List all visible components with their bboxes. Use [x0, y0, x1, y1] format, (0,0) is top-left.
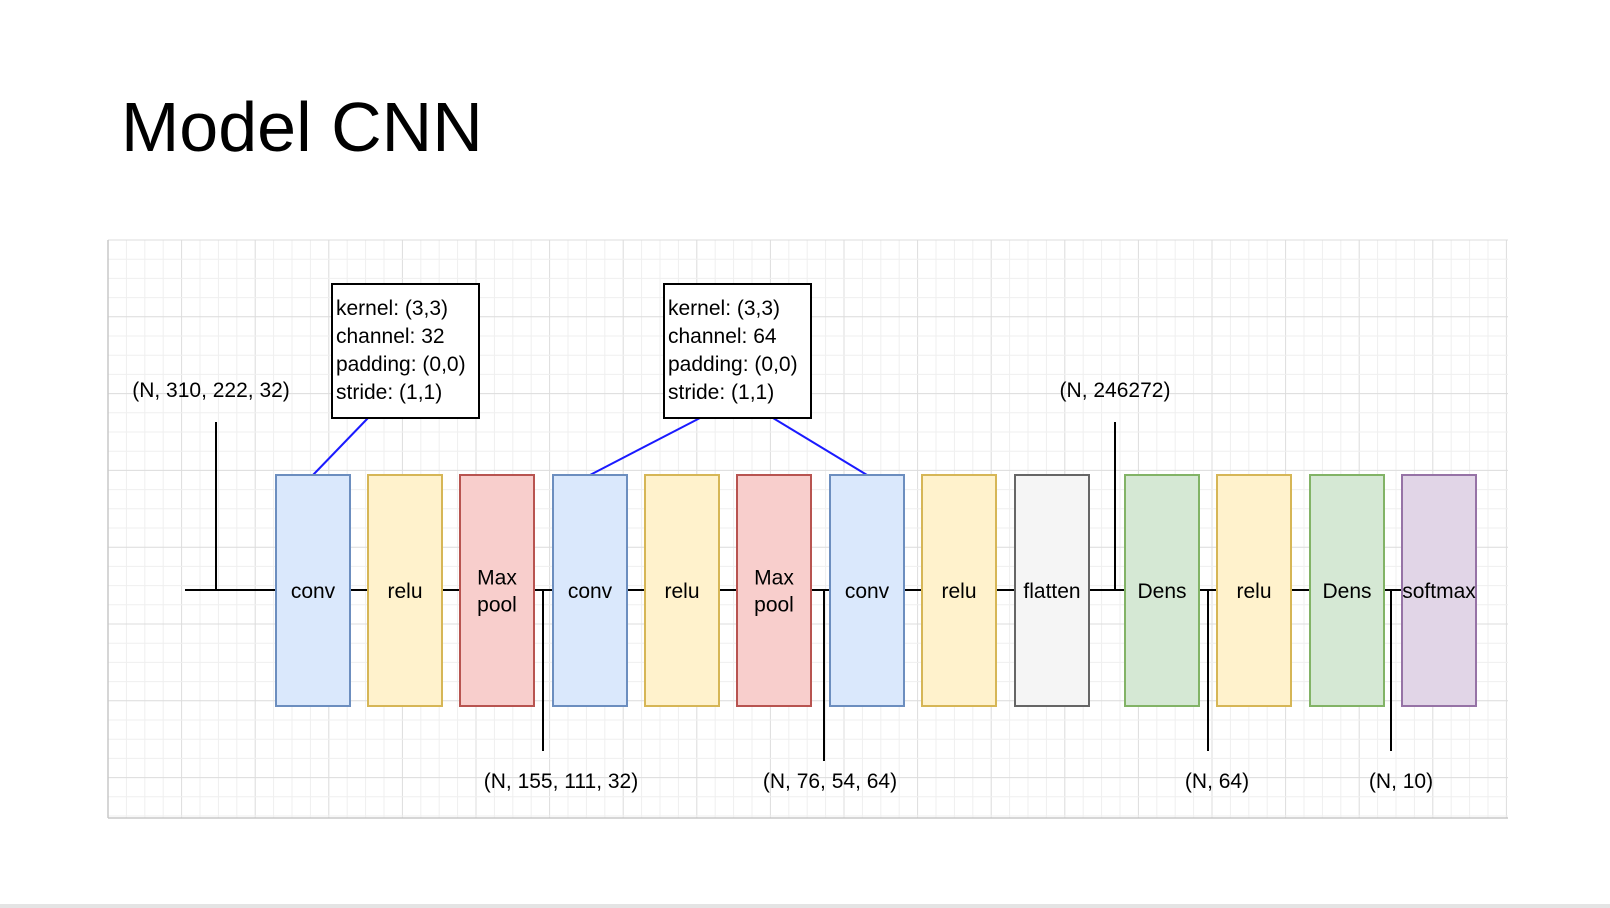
shape-label: (N, 155, 111, 32)	[484, 770, 638, 793]
layer-label: relu	[941, 580, 976, 603]
layer-label: Dens	[1137, 580, 1186, 603]
layer-label: Max	[477, 567, 517, 590]
layer-stack: conv relu Max pool conv relu Max pool conv relu fl…	[275, 474, 1477, 707]
layer-conv-4: conv	[552, 474, 628, 707]
param-line: stride: (1,1)	[668, 381, 774, 404]
layer-conv-7: conv	[829, 474, 905, 707]
layer-relu-8: relu	[921, 474, 997, 707]
layer-label: pool	[477, 594, 517, 617]
shape-annotation-flatten: (N, 246272)	[1060, 379, 1171, 590]
param-line: channel: 32	[336, 325, 445, 348]
layer-relu-5: relu	[644, 474, 720, 707]
shape-label: (N, 310, 222, 32)	[132, 379, 290, 402]
layer-label: relu	[387, 580, 422, 603]
layer-label: flatten	[1023, 580, 1080, 603]
layer-label: softmax	[1402, 580, 1476, 603]
param-line: stride: (1,1)	[336, 381, 442, 404]
param-connectors	[312, 417, 868, 476]
layer-label: conv	[291, 580, 336, 603]
slide-title: Model CNN	[121, 88, 483, 166]
layer-relu-2: relu	[367, 474, 443, 707]
layer-box	[736, 474, 812, 707]
layer-label: relu	[664, 580, 699, 603]
shape-annotation-dense2: (N, 10)	[1369, 590, 1433, 793]
param-box-frame	[663, 283, 812, 419]
layer-box	[367, 474, 443, 707]
connector-line	[589, 417, 701, 476]
layer-box	[921, 474, 997, 707]
param-box-1: kernel: (3,3) channel: 32 padding: (0,0) st…	[331, 283, 480, 419]
layer-pool-3: Max pool	[459, 474, 535, 707]
layer-label: Dens	[1322, 580, 1371, 603]
param-line: padding: (0,0)	[336, 353, 466, 376]
shape-label: (N, 246272)	[1060, 379, 1171, 402]
param-boxes: kernel: (3,3) channel: 32 padding: (0,0) st…	[331, 283, 812, 419]
layer-box	[552, 474, 628, 707]
param-line: channel: 64	[668, 325, 777, 348]
layer-softmax-13: softmax	[1401, 474, 1477, 707]
param-line: padding: (0,0)	[668, 353, 798, 376]
layer-box	[275, 474, 351, 707]
shape-annotation-dense1: (N, 64)	[1185, 590, 1249, 793]
shape-label: (N, 76, 54, 64)	[763, 770, 897, 793]
layer-box	[1124, 474, 1200, 707]
layer-box	[1216, 474, 1292, 707]
shape-annotation-pool2: (N, 76, 54, 64)	[763, 590, 897, 793]
layer-box	[644, 474, 720, 707]
layer-box	[459, 474, 535, 707]
layer-label: Max	[754, 567, 794, 590]
bottom-divider	[0, 904, 1610, 908]
shape-label: (N, 64)	[1185, 770, 1249, 793]
layer-conv-1: conv	[275, 474, 351, 707]
layer-box	[1401, 474, 1477, 707]
layer-box	[1309, 474, 1385, 707]
connector-line	[312, 417, 369, 476]
param-box-2: kernel: (3,3) channel: 64 padding: (0,0) st…	[663, 283, 812, 419]
param-line: kernel: (3,3)	[336, 297, 448, 320]
shape-annotations: (N, 310, 222, 32) (N, 155, 111, 32) (N, 76…	[132, 379, 1433, 793]
layer-box	[1014, 474, 1090, 707]
layer-dense-10: Dens	[1124, 474, 1200, 707]
layer-label: conv	[568, 580, 613, 603]
layer-flatten-9: flatten	[1014, 474, 1090, 707]
layer-label: pool	[754, 594, 794, 617]
shape-label: (N, 10)	[1369, 770, 1433, 793]
layer-box	[829, 474, 905, 707]
layer-pool-6: Max pool	[736, 474, 812, 707]
param-box-frame	[331, 283, 480, 419]
connector-line	[772, 417, 868, 476]
shape-annotation-pool1: (N, 155, 111, 32)	[484, 590, 638, 793]
layer-dense-12: Dens	[1309, 474, 1385, 707]
layer-relu-11: relu	[1216, 474, 1292, 707]
layer-label: relu	[1236, 580, 1271, 603]
shape-annotation-input: (N, 310, 222, 32)	[132, 379, 290, 590]
param-line: kernel: (3,3)	[668, 297, 780, 320]
layer-label: conv	[845, 580, 890, 603]
